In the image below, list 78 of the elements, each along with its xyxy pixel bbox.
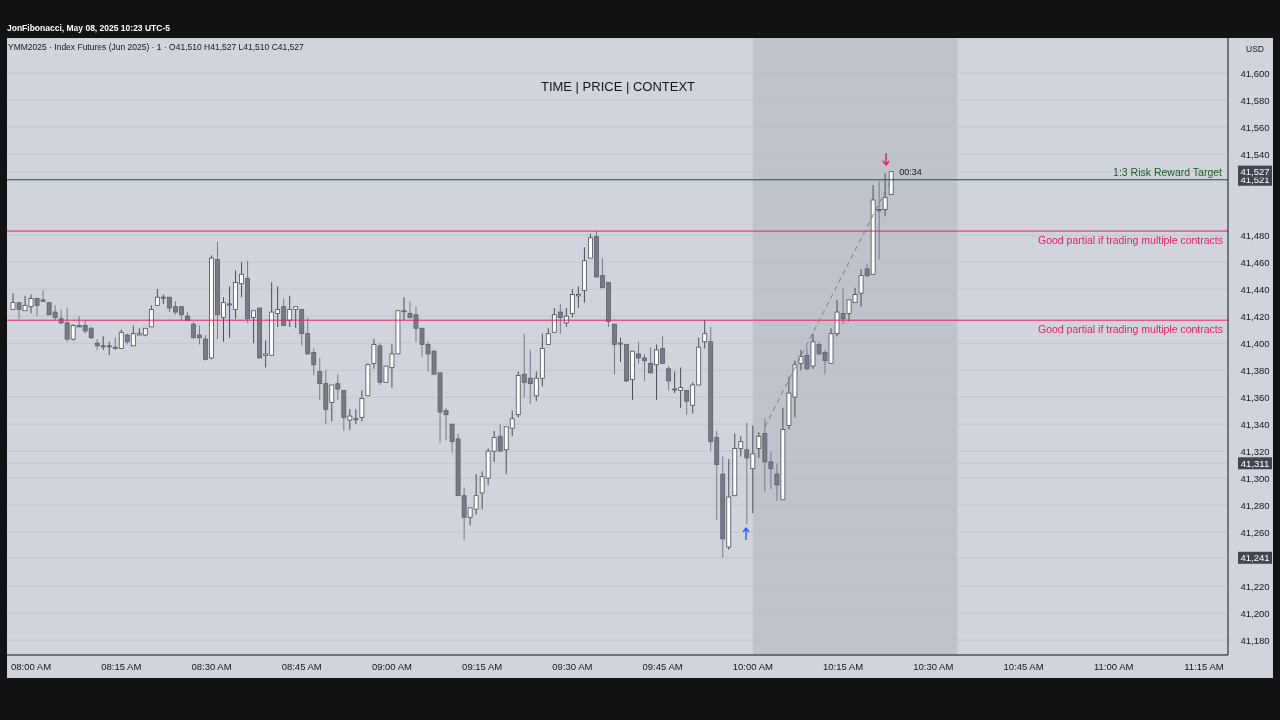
text: TIME | PRICE | CONTEXT [539,79,697,94]
ref-line-label: Good partial if trading multiple contracts [1037,322,1223,335]
candlestick [654,343,659,401]
x-tick-label: 10:30 AM [913,660,954,672]
candlestick [840,287,846,325]
x-tick-label: 10:45 AM [1003,660,1044,672]
candlestick [251,310,256,344]
x-tick-label: 09:30 AM [552,660,593,672]
x-tick-label: 09:00 AM [371,660,413,672]
x-tick-label: 08:30 AM [191,660,232,672]
y-tick-label: 41,311 [1240,457,1270,469]
candlestick [16,302,22,320]
candlestick [666,365,672,391]
candlestick [557,303,563,335]
x-tick-label: 09:45 AM [642,660,683,672]
y-tick-label: 41,180 [1240,634,1270,646]
candlestick [612,323,617,375]
candlestick [371,338,377,370]
candlestick [756,431,762,459]
x-tick-label: 08:00 AM [10,660,52,672]
candlestick [888,171,894,196]
candlestick [774,462,780,502]
y-tick-label: 41,560 [1240,121,1270,133]
candlestick [660,335,665,364]
candlestick [750,424,756,514]
candlestick [563,307,569,328]
candlestick [804,346,810,371]
x-tick-label: 08:15 AM [101,660,142,672]
candlestick [359,389,365,422]
y-tick-label: 41,420 [1240,310,1270,322]
y-tick-label: 41,220 [1240,580,1270,592]
candlestick [684,389,690,416]
y-tick-label: 41,380 [1240,364,1270,376]
y-tick-label: 41,320 [1240,445,1270,457]
candlestick [281,298,287,327]
x-tick-label: 10:15 AM [822,660,864,672]
candlestick [798,349,804,371]
candlestick [588,233,593,259]
y-tick-label: 41,600 [1240,67,1270,79]
x-tick-label: 09:15 AM [462,660,503,672]
y-tick-label: 41,241 [1240,552,1270,564]
annotation: 00:34 [899,166,922,177]
candlestick [618,337,623,363]
text: YMM2025 · Index Futures (Jun 2025) · 1 · O41,510 H41,527 L41,510 C41,527 [8,42,304,52]
y-tick-label: 41,260 [1240,526,1270,538]
candlestick [118,329,124,350]
x-tick-label: 11:00 AM [1094,660,1134,672]
y-tick-label: 41,460 [1240,256,1270,268]
ref-line-label: Good partial if trading multiple contracts [1037,233,1223,246]
y-tick-label: 41,360 [1240,391,1270,403]
y-axis-title: USD [1245,44,1265,54]
candlestick [551,307,557,333]
y-tick-label: 41,200 [1240,607,1270,619]
candlestick [497,423,503,452]
candlestick [203,334,208,362]
candlestick [329,384,335,422]
candlestick [882,172,888,217]
y-tick-label: 41,580 [1240,94,1270,106]
annotation: 1:3 Risk Reward Target [1113,165,1223,178]
candlestick [702,319,708,350]
x-tick-label: 08:45 AM [281,660,322,672]
text: JonFibonacci, May 08, 2025 10:23 UTC-5 [7,23,170,33]
candlestick [744,422,750,525]
y-tick-label: 41,280 [1240,499,1270,511]
x-tick-label: 11:15 AM [1184,660,1224,672]
y-tick-label: 41,480 [1240,229,1270,241]
y-tick-label: 41,300 [1240,472,1270,484]
candlestick [858,268,864,308]
y-tick-label: 41,540 [1240,148,1270,160]
y-tick-label: 41,400 [1240,337,1270,349]
y-tick-label: 41,340 [1240,418,1270,430]
candlestick [335,373,341,401]
candlestick [648,346,653,374]
y-tick-label: 41,440 [1240,283,1270,295]
candlestick [148,304,154,328]
x-tick-label: 10:00 AM [732,660,773,672]
candlestick [10,292,16,310]
y-tick-label: 41,527 [1240,166,1270,178]
